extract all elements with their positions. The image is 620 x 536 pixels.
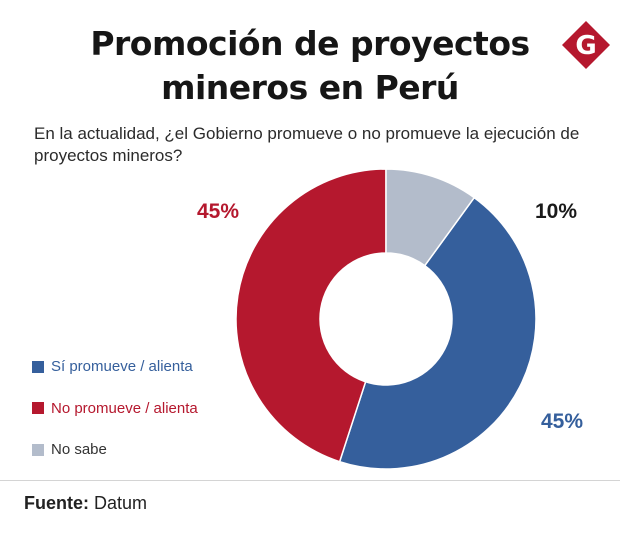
source-note: Fuente: Datum [24,493,147,514]
legend-label-nosabe: No sabe [51,441,107,458]
brand-logo-letter: G [575,31,596,61]
survey-question-line-2: proyectos mineros? [34,146,183,165]
legend-label-no: No promueve / alienta [51,399,198,417]
legend-label-si: Sí promueve / alienta [51,358,193,375]
donut-slice-nosabe [385,168,476,267]
source-label: Fuente: [24,493,89,513]
legend-item-si: Sí promueve / alienta [32,356,198,377]
survey-question-line-1: En la actualidad, ¿el Gobierno promueve … [34,124,580,143]
donut-slice-si [338,196,537,470]
legend-swatch-si [32,360,44,373]
chart-title-line-1: Promoción de proyectos [90,24,530,63]
footer-divider [0,480,620,481]
brand-logo-diamond [562,21,610,69]
data-label-no: 45% [197,200,239,223]
data-label-nosabe: 10% [535,200,577,223]
brand-logo: G [562,21,610,69]
chart-title: Promoción de proyectos mineros en Perú [60,22,560,110]
chart-legend: Sí promueve / alienta No promueve / alie… [32,356,198,481]
data-label-si: 45% [541,410,583,433]
legend-swatch-no [32,402,44,414]
survey-question: En la actualidad, ¿el Gobierno promueve … [34,123,594,167]
legend-item-nosabe: No sabe [32,439,198,460]
chart-title-line-2: mineros en Perú [161,68,459,107]
legend-swatch-nosabe [32,443,44,456]
legend-item-no: No promueve / alienta [32,398,198,419]
donut-slice-no [235,168,387,463]
source-value: Datum [94,493,148,513]
